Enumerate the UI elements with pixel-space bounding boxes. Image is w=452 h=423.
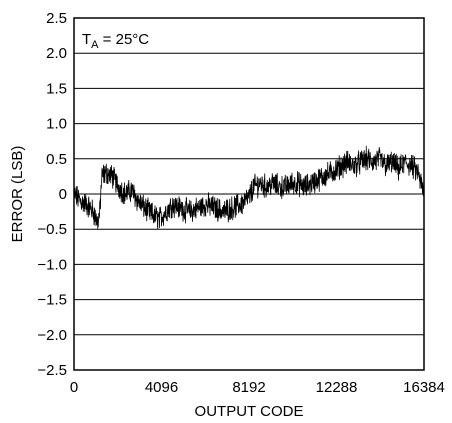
y-tick-label: 2.5: [46, 10, 67, 27]
error-series-line: [73, 145, 425, 230]
x-tick-label: 12288: [316, 379, 358, 396]
x-tick-label: 8192: [232, 379, 265, 396]
series-layer: [73, 145, 425, 230]
x-tick-label: 4096: [145, 379, 178, 396]
y-tick-label: 1.0: [46, 116, 67, 133]
annotation-subscript: A: [91, 39, 99, 51]
y-tick-label: −1.5: [37, 292, 67, 309]
y-tick-label: 0: [59, 186, 67, 203]
annotation-prefix: T: [82, 31, 91, 48]
x-tick-labels: 0 4096 8192 12288 16384: [70, 379, 445, 396]
y-tick-labels: 2.5 2.0 1.5 1.0 0.5 0 −0.5 −1.0 −1.5 −2.0 −2.5: [37, 10, 67, 379]
y-axis-title: ERROR (LSB): [9, 146, 26, 243]
y-tick-label: 0.5: [46, 151, 67, 168]
y-tick-label: −2.0: [37, 327, 67, 344]
x-axis-title: OUTPUT CODE: [195, 403, 304, 420]
y-tick-label: −2.5: [37, 362, 67, 379]
y-tick-label: 2.0: [46, 45, 67, 62]
temperature-annotation: TA = 25°C: [82, 31, 149, 51]
x-tick-label: 0: [70, 379, 78, 396]
y-tick-label: 1.5: [46, 80, 67, 97]
annotation-suffix: = 25°C: [99, 31, 150, 48]
x-tick-label: 16384: [403, 379, 445, 396]
y-tick-label: −1.0: [37, 256, 67, 273]
y-tick-label: −0.5: [37, 221, 67, 238]
plot-frame: [73, 17, 425, 371]
